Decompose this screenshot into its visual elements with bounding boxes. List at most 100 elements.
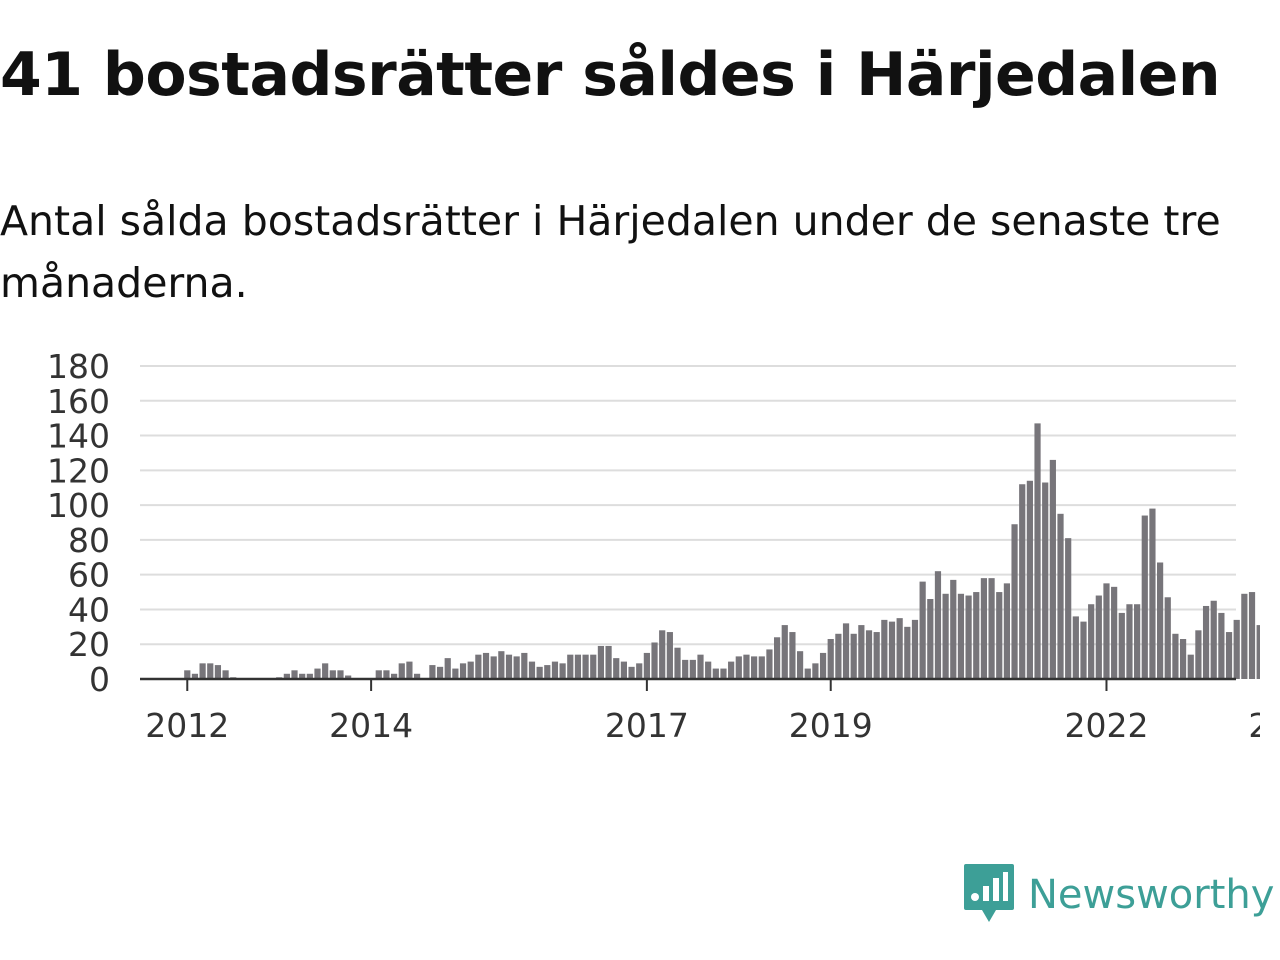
bar — [582, 654, 589, 679]
bar — [1233, 619, 1240, 679]
bar — [720, 668, 727, 679]
bar — [1011, 524, 1018, 679]
bar — [574, 654, 582, 679]
bar — [682, 659, 689, 679]
bar — [605, 645, 612, 679]
bar — [482, 652, 490, 679]
bar — [613, 658, 620, 679]
bar — [1026, 480, 1033, 679]
bar — [375, 670, 382, 679]
bar — [513, 656, 520, 679]
bar — [950, 579, 957, 679]
bar — [728, 661, 735, 679]
bar — [980, 578, 988, 679]
bar — [1225, 632, 1233, 679]
bar — [536, 666, 543, 679]
bar — [551, 661, 559, 679]
bar — [988, 578, 995, 679]
bar — [904, 626, 911, 679]
bar — [299, 673, 306, 679]
y-tick-label: 160 — [47, 382, 110, 421]
bar — [1095, 595, 1102, 679]
bar — [1080, 621, 1087, 679]
bar — [1103, 583, 1110, 679]
bar — [383, 670, 390, 679]
bar — [858, 625, 865, 679]
bar — [1072, 616, 1079, 679]
brand-logo: Newsworthy — [964, 864, 1274, 926]
bar — [337, 670, 344, 679]
bar — [1141, 515, 1148, 679]
bar — [659, 630, 666, 679]
bar — [544, 665, 551, 679]
bar — [965, 595, 972, 679]
bar — [911, 619, 919, 679]
bar — [896, 618, 903, 679]
bar — [651, 642, 658, 679]
bar — [789, 632, 796, 679]
bar — [459, 663, 467, 679]
bar — [873, 632, 880, 679]
bar — [796, 651, 804, 679]
bar — [1256, 625, 1260, 679]
bar — [1118, 612, 1125, 679]
bar — [1202, 605, 1210, 679]
bar — [812, 663, 819, 679]
bar — [1042, 482, 1049, 679]
x-tick-label: 2024 — [1248, 706, 1260, 745]
page-title: 41 bostadsrätter såldes i Härjedalen — [0, 40, 1221, 110]
bar — [314, 668, 321, 679]
bar — [1019, 484, 1026, 679]
bar — [329, 670, 336, 679]
bar — [283, 673, 290, 679]
bar — [413, 673, 421, 679]
bar — [705, 661, 712, 679]
bar — [957, 593, 965, 679]
bar — [1111, 586, 1118, 679]
bar — [199, 663, 206, 679]
bar — [934, 571, 942, 679]
bar — [712, 668, 719, 679]
y-tick-label: 60 — [68, 556, 110, 595]
x-tick-label: 2022 — [1064, 706, 1148, 745]
bar — [590, 654, 597, 679]
y-tick-label: 40 — [68, 590, 110, 629]
bar — [835, 633, 842, 679]
bar — [467, 661, 474, 679]
bar — [436, 666, 444, 679]
bar — [1210, 600, 1217, 679]
y-tick-label: 20 — [68, 625, 110, 664]
y-tick-label: 120 — [47, 451, 110, 490]
bar — [1134, 604, 1141, 679]
bar — [475, 654, 482, 679]
bar — [666, 632, 673, 679]
bar — [743, 654, 750, 679]
bar — [306, 673, 313, 679]
bar — [927, 599, 934, 679]
bar — [842, 623, 850, 679]
x-tick-label: 2017 — [605, 706, 689, 745]
bar — [498, 651, 505, 679]
bars — [184, 423, 1260, 679]
bar — [1126, 604, 1133, 679]
bar — [1172, 633, 1179, 679]
bar — [973, 592, 980, 679]
bar — [850, 633, 857, 679]
bar — [996, 592, 1003, 679]
chart-subtitle: Antal sålda bostadsrätter i Härjedalen u… — [0, 197, 1221, 307]
brand-name: Newsworthy — [1028, 872, 1275, 918]
y-tick-label: 100 — [47, 486, 110, 525]
bar — [567, 654, 574, 679]
y-tick-label: 140 — [47, 417, 110, 456]
bar — [1057, 513, 1064, 679]
newsworthy-logo-icon — [964, 864, 1014, 922]
bar — [881, 619, 888, 679]
bar — [559, 663, 566, 679]
bar — [291, 670, 298, 679]
bar — [819, 652, 827, 679]
bar — [751, 656, 758, 679]
bar — [1065, 538, 1072, 679]
bar — [919, 581, 926, 679]
bar — [207, 663, 214, 679]
